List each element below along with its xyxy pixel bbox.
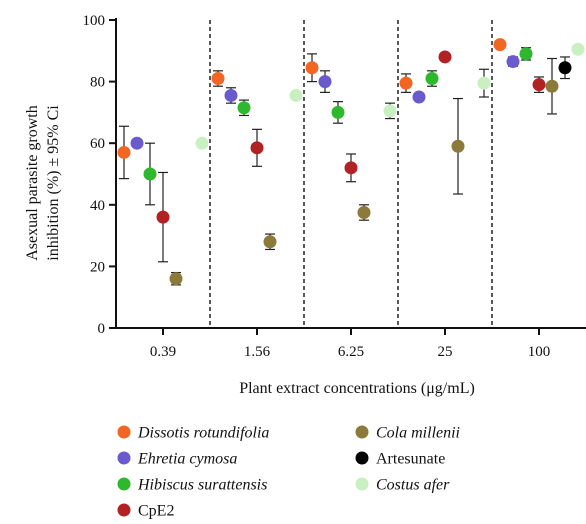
legend-label: Ehretia cymosa — [137, 451, 237, 468]
x-tick-label-4: 100 — [528, 344, 551, 360]
legend: Dissotis rotundifolia Cola millenii Ehreti… — [117, 425, 460, 520]
legend-item-cola-millenii: Cola millenii — [355, 425, 460, 442]
point-costus-afer-1 — [289, 88, 303, 102]
legend-label: Hibiscus surattensis — [137, 477, 267, 494]
y-axis-title-line1: Asexual parasite growth — [24, 105, 41, 261]
y-tick-label-0: 0 — [98, 321, 106, 337]
x-axis-title: Plant extract concentrations (μg/mL) — [239, 380, 475, 397]
legend-item-artesunate: Artesunate — [355, 451, 445, 468]
point-dissotis-rotundifolia-1 — [211, 72, 225, 86]
legend-label: Cola millenii — [376, 425, 460, 442]
legend-label: Costus afer — [376, 477, 450, 494]
point-cola-millenii-2 — [357, 206, 371, 219]
x-tick-label-1: 1.56 — [244, 344, 271, 360]
point-costus-afer-4 — [571, 42, 585, 56]
point-dissotis-rotundifolia-2 — [305, 61, 319, 75]
point-cpe2-4 — [532, 78, 546, 92]
plot-area — [117, 20, 585, 328]
point-ehretia-cymosa-1 — [224, 88, 238, 102]
legend-item-ehretia-cymosa: Ehretia cymosa — [117, 451, 237, 468]
y-tick-label-40: 40 — [90, 198, 105, 214]
point-cpe2-0 — [156, 210, 170, 224]
x-tick-label-0: 0.39 — [150, 344, 176, 360]
point-cpe2-2 — [344, 161, 358, 175]
point-cola-millenii-4 — [545, 79, 559, 93]
point-cola-millenii-0 — [169, 272, 183, 286]
y-tick-label-20: 20 — [90, 259, 105, 275]
point-costus-afer-3 — [477, 76, 491, 90]
point-costus-afer-2 — [383, 104, 397, 118]
point-ehretia-cymosa-0 — [130, 136, 144, 150]
legend-marker — [355, 477, 369, 491]
point-cola-millenii-1 — [263, 235, 277, 249]
point-hibiscus-surattensis-0 — [143, 167, 157, 181]
point-hibiscus-surattensis-4 — [519, 47, 533, 61]
point-cpe2-1 — [250, 141, 264, 155]
point-dissotis-rotundifolia-4 — [493, 38, 507, 52]
point-artesunate-4 — [558, 61, 572, 75]
point-cola-millenii-3 — [451, 139, 465, 153]
y-axis-title-line2: inhibition (%) ± 95% Ci — [45, 105, 62, 261]
legend-item-cpe2: CpE2 — [117, 503, 174, 520]
point-dissotis-rotundifolia-0 — [117, 145, 131, 159]
y-tick-label-80: 80 — [90, 75, 105, 91]
legend-item-hibiscus-surattensis: Hibiscus surattensis — [117, 477, 267, 494]
point-hibiscus-surattensis-3 — [425, 72, 439, 86]
legend-marker — [355, 451, 369, 465]
x-tick-label-3: 25 — [438, 344, 453, 360]
point-costus-afer-0 — [195, 136, 209, 150]
legend-item-costus-afer: Costus afer — [355, 477, 450, 494]
point-ehretia-cymosa-2 — [318, 75, 332, 89]
legend-marker — [117, 451, 131, 465]
legend-marker — [355, 425, 369, 439]
legend-label: Dissotis rotundifolia — [137, 425, 269, 442]
y-tick-label-60: 60 — [90, 136, 105, 152]
point-cpe2-3 — [438, 50, 452, 64]
x-tick-label-2: 6.25 — [338, 344, 364, 360]
point-dissotis-rotundifolia-3 — [399, 76, 413, 90]
point-ehretia-cymosa-4 — [506, 55, 520, 69]
legend-marker — [117, 503, 131, 517]
point-hibiscus-surattensis-1 — [237, 101, 251, 115]
legend-item-dissotis-rotundifolia: Dissotis rotundifolia — [117, 425, 269, 442]
axes: 0 20 40 60 80 100 0.39 1.56 6.25 25 100 — [83, 13, 586, 360]
point-ehretia-cymosa-3 — [412, 90, 426, 104]
legend-label: Artesunate — [376, 451, 445, 468]
point-hibiscus-surattensis-2 — [331, 105, 345, 119]
legend-marker — [117, 425, 131, 439]
legend-label: CpE2 — [138, 503, 174, 520]
legend-marker — [117, 477, 131, 491]
y-tick-label-100: 100 — [83, 13, 106, 29]
